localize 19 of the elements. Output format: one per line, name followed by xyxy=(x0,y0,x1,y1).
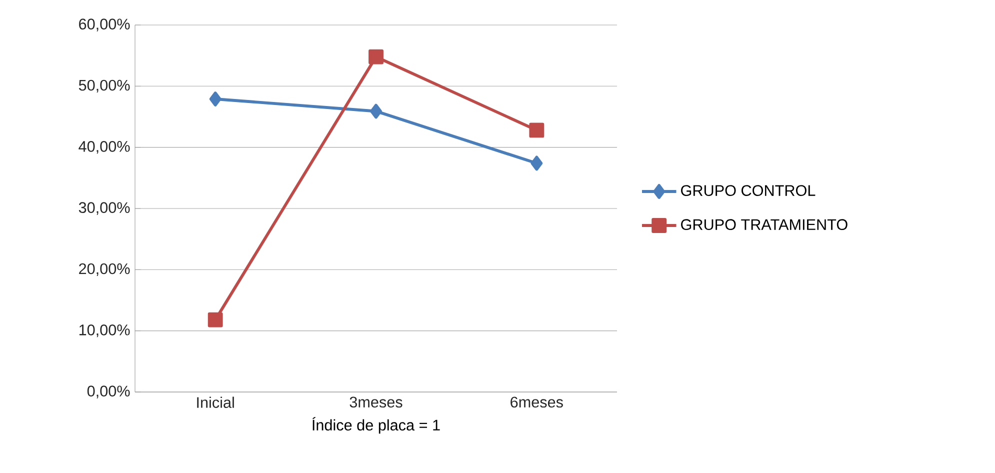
point xyxy=(209,92,222,106)
point xyxy=(370,104,382,119)
y-tick-label: 40,00% xyxy=(78,140,130,154)
y-tick-label: 10,00% xyxy=(79,324,130,338)
point xyxy=(529,122,544,138)
legend-label: GRUPO CONTROL xyxy=(681,185,816,196)
y-tick-label: 50,00% xyxy=(78,80,130,92)
x-axis-title: Índice de placa = 1 xyxy=(312,417,440,434)
y-tick-label: 0,00% xyxy=(87,386,130,398)
point xyxy=(530,156,543,171)
x-tick-label: Inicial xyxy=(197,396,234,408)
x-tick-label: 6meses xyxy=(510,396,563,408)
point xyxy=(208,312,223,328)
y-tick-label: 60,00% xyxy=(79,18,130,32)
y-tick-label: 20,00% xyxy=(79,263,130,276)
y-tick-label: 30,00% xyxy=(78,202,130,215)
point xyxy=(368,49,384,64)
x-tick-label: 3meses xyxy=(350,396,402,408)
legend-label: GRUPO TRATAMIENTO xyxy=(681,219,848,230)
